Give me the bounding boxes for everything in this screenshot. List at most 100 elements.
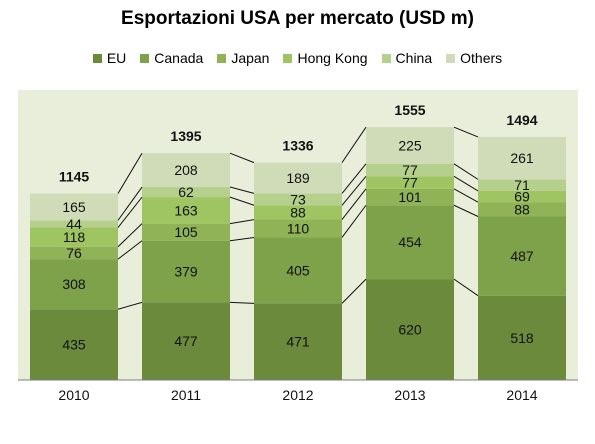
total-label: 1395 [170,128,201,144]
data-label: 165 [62,199,86,215]
bar-segment [30,246,118,260]
bar-segment [478,136,566,180]
data-label: 620 [398,322,422,338]
bar-segment [30,259,118,310]
bar-segment [142,240,230,303]
legend-item: EU [92,50,127,66]
legend-swatch [381,53,391,63]
connector-line [117,223,143,248]
connector-line [341,204,367,238]
bar-segment [478,216,566,296]
connector-line [453,278,479,297]
connector-line [117,301,143,310]
bar-segment [30,193,118,221]
connector-line [453,175,479,192]
data-label: 477 [174,333,198,349]
legend-swatch [283,53,293,63]
connector-line [341,163,367,194]
data-label: 76 [66,245,82,261]
connector-line [453,188,479,203]
data-label: 379 [174,264,198,280]
total-label: 1145 [59,169,90,185]
data-label: 88 [290,204,306,220]
bar-segment [254,303,342,380]
legend-item: Canada [140,50,203,66]
connector-line [229,219,255,225]
data-label: 110 [287,221,310,237]
connector-line [117,152,143,194]
data-label: 435 [62,337,86,353]
bar-segment [254,219,342,238]
bar-segment [142,187,230,198]
legend: EU Canada Japan Hong Kong China Others [0,50,595,66]
bar-segment [142,197,230,224]
data-label: 471 [286,334,310,350]
data-label: 77 [402,175,418,191]
bar-segment [254,193,342,206]
data-label: 225 [398,137,422,153]
bar-segment [366,127,454,164]
data-label: 261 [510,150,534,166]
bar-segment [478,295,566,380]
data-label: 118 [63,229,86,245]
legend-item: Others [446,50,502,66]
legend-label: Others [460,50,503,66]
data-label: 405 [286,262,310,278]
total-label: 1336 [282,138,313,154]
bar-segment [142,302,230,380]
bar-segment [478,179,566,191]
bar-segment [478,202,566,217]
bar-segment [366,176,454,189]
bar-segment [142,223,230,241]
legend-item: China [381,50,433,66]
connector-line [453,204,479,217]
connector-line [453,163,479,180]
data-label: 69 [514,189,530,205]
legend-label: EU [106,50,127,66]
data-label: 487 [510,248,534,264]
connector-line [229,301,255,304]
connector-line [117,240,143,260]
data-label: 88 [514,201,530,217]
bar-segment [142,153,230,188]
data-label: 189 [286,170,310,186]
connector-line [117,186,143,221]
data-label: 73 [290,191,306,207]
legend-swatch [217,53,227,63]
bar-segment [366,163,454,177]
legend-label: China [395,50,433,66]
total-label: 1555 [394,102,425,118]
legend-label: Canada [154,50,204,66]
x-tick-label: 2010 [58,387,89,403]
x-tick-label: 2013 [394,387,425,403]
connector-line [117,196,143,228]
connector-line [229,152,255,164]
data-label: 208 [174,162,198,178]
data-label: 77 [402,162,418,178]
data-label: 44 [66,216,82,232]
data-label: 454 [398,234,422,250]
bar-segment [366,188,454,206]
legend-item: Japan [217,50,269,66]
chart-title: Esportazioni USA per mercato (USD m) [121,8,474,29]
legend-label: Hong Kong [297,50,368,66]
connector-line [341,188,367,220]
bar-segment [30,227,118,247]
bar-segment [366,205,454,280]
data-label: 105 [174,224,198,240]
x-tick-label: 2011 [171,387,201,403]
data-label: 518 [510,330,534,346]
data-label: 101 [398,189,422,205]
x-tick-label: 2012 [282,387,313,403]
bar-segment [254,237,342,304]
bar-segment [254,162,342,194]
legend-item: Hong Kong [283,50,368,66]
connector-line [453,126,479,138]
data-label: 163 [174,202,198,218]
legend-swatch [92,53,102,63]
data-label: 308 [62,276,86,292]
legend-label: Japan [231,50,270,66]
total-label: 1494 [506,112,537,128]
